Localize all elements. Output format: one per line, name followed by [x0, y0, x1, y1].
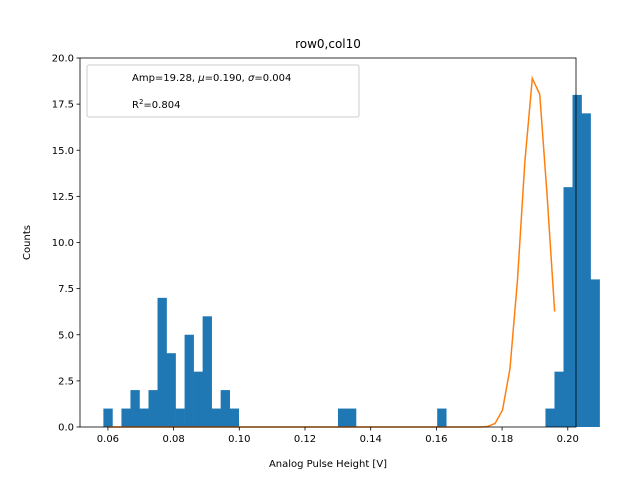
y-tick-label: 0.0 [58, 423, 74, 434]
y-tick-label: 10.0 [52, 238, 74, 249]
x-tick-label: 0.20 [557, 434, 579, 445]
histogram-bar [346, 408, 357, 427]
histogram-bar [581, 113, 591, 427]
legend-entry-r-squared: R2=0.804 [132, 98, 180, 111]
legend: Amp=19.28, μ=0.190, σ=0.004 R2=0.804 [86, 64, 360, 118]
legend-amp-text: Amp=19.28, [132, 73, 198, 84]
histogram-bar [166, 353, 176, 427]
legend-mu-value: =0.190, [205, 73, 248, 84]
histogram-bar [175, 408, 185, 427]
chart-title: row0,col10 [295, 37, 361, 51]
histogram-bar [121, 408, 131, 427]
histogram-bar [139, 408, 149, 427]
legend-sigma-value: =0.004 [254, 73, 291, 84]
histogram-bar [157, 297, 167, 427]
histogram-bar [103, 408, 113, 427]
x-tick-label: 0.14 [360, 434, 382, 445]
y-tick-label: 7.5 [58, 284, 74, 295]
y-tick-label: 12.5 [52, 192, 74, 203]
histogram-bar [202, 316, 212, 427]
histogram-bar [337, 408, 348, 427]
histogram-bar [545, 408, 555, 427]
y-axis-ticks: 0.0 2.5 5.0 7.5 10.0 12.5 15.0 17.5 20.0 [52, 54, 80, 434]
y-tick-label: 2.5 [58, 376, 74, 387]
histogram-bar [572, 94, 582, 428]
x-tick-label: 0.06 [97, 434, 119, 445]
legend-box [86, 64, 360, 118]
legend-entry-fit-params: Amp=19.28, μ=0.190, σ=0.004 [132, 73, 291, 84]
legend-r-letter: R [132, 100, 139, 111]
x-tick-label: 0.12 [294, 434, 316, 445]
x-tick-label: 0.08 [162, 434, 184, 445]
x-tick-label: 0.16 [425, 434, 447, 445]
y-axis-label: Counts [22, 225, 33, 260]
y-tick-label: 20.0 [52, 54, 74, 65]
histogram-bar [130, 390, 140, 427]
histogram-bar [229, 408, 240, 427]
histogram-bar [220, 390, 230, 427]
y-tick-label: 5.0 [58, 330, 74, 341]
histogram-bar [211, 408, 221, 427]
legend-sigma-symbol: σ [248, 73, 255, 84]
x-axis-ticks: 0.06 0.08 0.10 0.12 0.14 0.16 0.18 0.20 [97, 427, 579, 445]
y-tick-label: 17.5 [52, 100, 74, 111]
x-tick-label: 0.10 [228, 434, 250, 445]
histogram-bar [184, 334, 194, 427]
histogram-bars [103, 94, 600, 428]
x-tick-label: 0.18 [491, 434, 513, 445]
histogram-bar [148, 390, 158, 427]
x-axis-label: Analog Pulse Height [V] [269, 459, 387, 470]
histogram-bar [437, 408, 447, 427]
histogram-bar [554, 371, 564, 427]
histogram-bar [563, 187, 573, 427]
legend-r-superscript: 2 [139, 98, 143, 106]
histogram-bar [193, 371, 203, 427]
histogram-bar [590, 279, 600, 427]
y-tick-label: 15.0 [52, 146, 74, 157]
legend-mu-symbol: μ [197, 73, 204, 84]
legend-r-value: =0.804 [143, 100, 180, 111]
